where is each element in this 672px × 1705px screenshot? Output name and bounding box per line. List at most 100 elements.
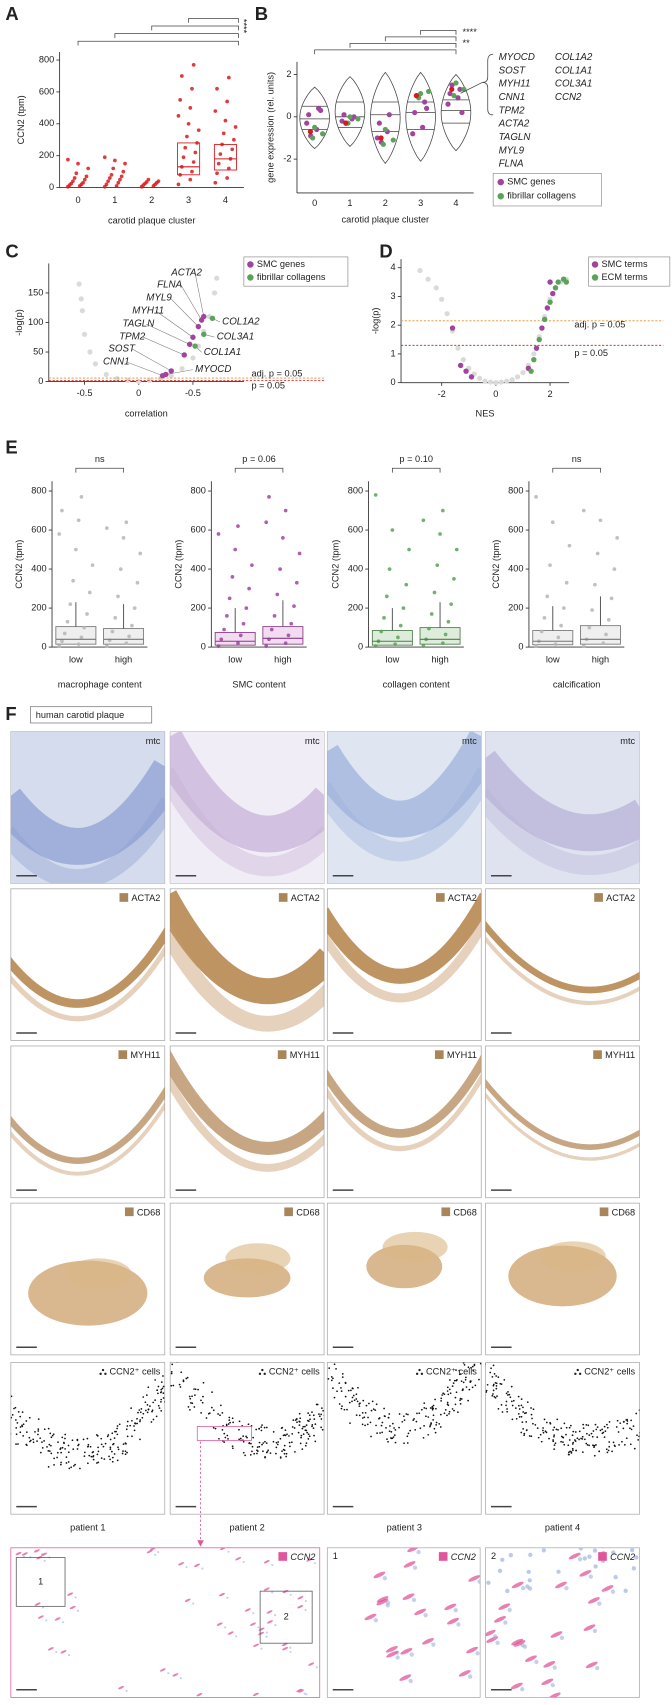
stain-cell	[228, 1419, 231, 1422]
stain-cell	[249, 1454, 252, 1456]
stain-cell	[285, 1455, 288, 1458]
stain-cell	[10, 1416, 13, 1419]
label-leader	[142, 336, 185, 356]
stain-cell	[553, 1444, 556, 1446]
stain-cell	[412, 1419, 415, 1421]
violin	[334, 76, 366, 147]
stain-cell	[596, 1436, 599, 1438]
significance-bracket	[384, 36, 457, 42]
data-point	[215, 86, 219, 91]
stain-cell	[142, 1396, 145, 1398]
stain-cell	[25, 1444, 28, 1447]
stain-cell	[352, 1387, 354, 1390]
inset-label: 2	[284, 1612, 289, 1622]
data-point	[312, 124, 318, 130]
data-point	[223, 118, 228, 123]
background-point	[460, 357, 466, 363]
stain-cell	[15, 1426, 18, 1429]
stain-cell	[87, 1443, 90, 1446]
data-point	[545, 594, 550, 599]
stain-cell	[361, 1423, 364, 1426]
data-point	[195, 141, 199, 145]
gene-name: CNN1	[499, 92, 526, 103]
data-point	[227, 596, 232, 601]
stain-cell	[596, 1426, 599, 1428]
stain-cell	[350, 1389, 352, 1392]
data-point	[615, 536, 619, 540]
stain-cell	[244, 1454, 246, 1457]
stain-cell	[351, 1396, 354, 1399]
stain-cell	[606, 1451, 609, 1454]
stain-cell	[172, 1384, 175, 1387]
stain-cell	[388, 1413, 391, 1415]
stain-cell	[16, 1421, 19, 1424]
stain-cell	[407, 1432, 410, 1435]
y-tick-label: 2	[390, 320, 395, 330]
stain-label: mtc	[305, 736, 320, 746]
stain-cell	[116, 1427, 118, 1430]
stain-cell	[595, 1444, 597, 1446]
nucleus	[373, 1618, 379, 1623]
data-point	[283, 508, 288, 513]
nucleus	[503, 1620, 508, 1625]
stain-cell	[103, 1458, 106, 1460]
stain-cell	[588, 1434, 591, 1437]
nucleus	[550, 1682, 555, 1688]
violin	[405, 71, 436, 162]
stain-cell	[560, 1435, 563, 1438]
stain-cell	[536, 1427, 539, 1430]
stain-cell	[108, 1455, 110, 1458]
stain-cell	[251, 1445, 254, 1448]
nucleus	[154, 1553, 157, 1556]
ccn2-signal	[385, 1646, 398, 1653]
stain-cell	[586, 1432, 588, 1435]
tile-image	[10, 1086, 165, 1176]
nucleus	[408, 1678, 413, 1684]
data-point	[593, 582, 597, 587]
stain-cell	[292, 1419, 295, 1422]
stain-cell	[56, 1456, 58, 1459]
data-point	[179, 74, 184, 78]
stain-cell	[229, 1421, 231, 1424]
stain-cell	[311, 1424, 314, 1426]
stain-cell	[493, 1395, 496, 1398]
stain-swatch	[124, 1207, 134, 1217]
stain-cell	[580, 1437, 582, 1440]
stain-cell	[562, 1436, 565, 1439]
label-leader	[165, 369, 193, 375]
stain-band	[485, 750, 640, 852]
stain-cell	[28, 1436, 31, 1439]
stain-cell	[525, 1429, 528, 1431]
ccn2-signal	[69, 1605, 76, 1610]
stain-cell	[111, 1456, 114, 1459]
stain-cell	[122, 1450, 124, 1452]
data-point	[57, 532, 62, 536]
stain-swatch	[441, 1207, 451, 1217]
stain-cell	[452, 1382, 455, 1384]
y-tick-label: 600	[39, 86, 54, 96]
ccn2-signal	[376, 1596, 389, 1603]
stain-cell	[355, 1414, 358, 1417]
stain-cell	[312, 1427, 315, 1430]
ccn2-signal	[400, 1648, 413, 1655]
stain-label: CD68	[612, 1207, 636, 1217]
nucleus	[527, 1578, 532, 1583]
stain-cell	[451, 1408, 454, 1410]
stain-cell	[253, 1452, 256, 1455]
stain-cell	[503, 1379, 506, 1381]
stain-cell	[100, 1457, 103, 1459]
background-point	[482, 378, 488, 384]
stain-cell	[255, 1428, 258, 1431]
stain-cell	[34, 1430, 36, 1433]
stain-band	[327, 918, 482, 1003]
stain-cell	[126, 1420, 129, 1423]
stain-cell	[139, 1419, 142, 1421]
stain-cell	[92, 1458, 95, 1461]
data-point	[213, 109, 218, 113]
stain-cell	[603, 1436, 606, 1439]
stain-cell	[167, 1383, 169, 1385]
ccn2-signal	[60, 1650, 67, 1654]
nucleus	[304, 1599, 307, 1603]
nucleus	[497, 1568, 503, 1573]
stain-cell	[276, 1443, 279, 1446]
